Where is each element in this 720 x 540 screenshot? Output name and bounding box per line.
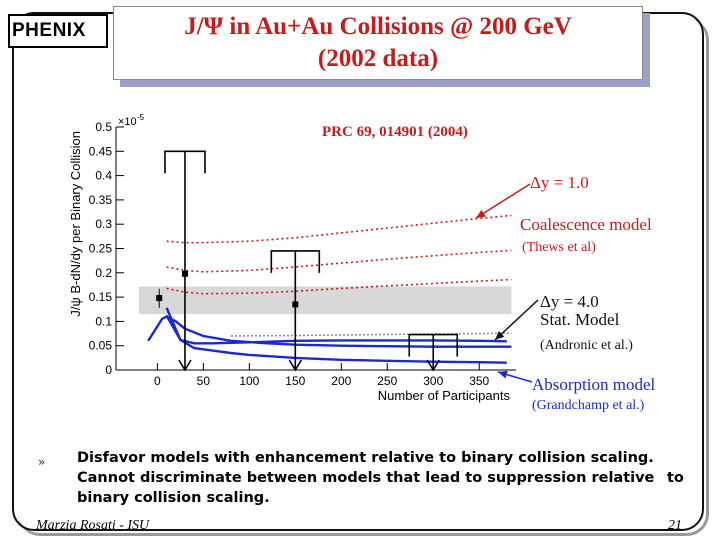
logo-border	[8, 14, 108, 48]
footer-author: Marzia Rosati - ISU	[36, 518, 150, 533]
data-bracket-1	[270, 250, 321, 273]
x-tick-label-7: 350	[469, 374, 489, 388]
y-tick-label-7: 0.35	[89, 193, 113, 207]
annotation-arrowhead-4	[495, 330, 505, 340]
annotation-arrow-1	[475, 183, 531, 219]
title-line-2: (2002 data)	[317, 45, 439, 72]
bullet-line-3: binary collision scaling.	[77, 490, 270, 506]
model-curve-blue-thick-4	[165, 307, 507, 345]
slide-frame-shadow	[18, 18, 709, 536]
model-curve-red-dotted-2	[166, 278, 512, 295]
annotation-arrowhead-1	[476, 209, 486, 218]
annotation-5: Stat. Model	[540, 310, 620, 329]
annotation-8: (Grandchamp et al.)	[532, 398, 645, 413]
y-tick-label-10: 0.5	[95, 120, 112, 134]
x-tick-label-6: 300	[423, 374, 443, 388]
data-marker-0	[181, 270, 188, 277]
annotation-0: PRC 69, 014901 (2004)	[322, 124, 468, 140]
x-tick-label-4: 200	[331, 374, 351, 388]
x-tick-label-0: 0	[154, 374, 161, 388]
phenix-logo: PHENIX	[8, 14, 108, 48]
annotation-arrows	[475, 183, 539, 383]
model-curve-gray-dotted-3	[230, 332, 512, 337]
annotation-4: Δy = 4.0	[540, 292, 599, 311]
annotation-3: (Thews et al)	[522, 240, 596, 255]
bullet-line-2-text: Cannot discriminate between models that …	[77, 470, 655, 486]
y-scale-exponent: -5	[137, 113, 145, 122]
footer-page-number: 21	[668, 518, 682, 533]
plot-layer	[138, 150, 512, 372]
y-tick-label-3: 0.15	[89, 290, 113, 304]
y-tick-label-4: 0.2	[95, 266, 112, 280]
y-tick-label-0: 0	[105, 363, 112, 377]
pp-reference-band	[138, 286, 512, 315]
pp-marker	[156, 295, 163, 302]
y-tick-label-2: 0.1	[95, 314, 112, 328]
title-line-1: J/Ψ in Au+Au Collisions @ 200 GeV	[184, 13, 572, 40]
x-tick-label-1: 50	[197, 374, 211, 388]
data-marker-1	[292, 301, 299, 308]
y-axis-label: J/ψ B-dN/dy per Binary Collision	[68, 131, 83, 317]
y-tick-label-6: 0.3	[95, 217, 112, 231]
x-axis-label: Number of Participants	[378, 388, 511, 403]
y-tick-label-8: 0.4	[95, 169, 112, 183]
x-tick-label-2: 100	[239, 374, 259, 388]
data-bracket-0	[164, 150, 206, 174]
bullet-text: Disfavor models with enhancement relativ…	[77, 448, 699, 508]
model-curve-blue-thick-5	[165, 315, 507, 364]
y-scale-label: ×10	[118, 116, 137, 128]
x-tick-label-3: 150	[285, 374, 305, 388]
annotation-arrowhead-7	[498, 370, 508, 379]
annotation-1: Δy = 1.0	[530, 173, 589, 192]
annotation-6: (Andronic et al.)	[540, 338, 633, 353]
logo-text: PHENIX	[12, 20, 86, 41]
annotation-2: Coalescence model	[520, 215, 652, 234]
bullet-icon: »	[38, 455, 46, 469]
model-curve-red-dotted-1	[166, 249, 512, 273]
annotation-7: Absorption model	[532, 375, 656, 394]
y-tick-label-5: 0.25	[89, 242, 113, 256]
bullet-line-2: Cannot discriminate between models that …	[77, 468, 699, 488]
x-tick-label-5: 250	[377, 374, 397, 388]
data-bracket-2	[408, 333, 459, 357]
axis-layer: 0 50 100 150 200 250 300 350 0 0.05 0.1 0.15 0.2 0.25…	[68, 113, 516, 403]
title-box: J/Ψ in Au+Au Collisions @ 200 GeV (2002 …	[113, 6, 643, 80]
y-tick-label-9: 0.45	[89, 144, 113, 158]
annotation-arrow-4	[494, 299, 539, 341]
model-curve-red-dotted-0	[166, 214, 512, 244]
bullet-trailing-word: to	[667, 470, 684, 486]
y-tick-label-1: 0.05	[89, 339, 113, 353]
bullet-line-1: Disfavor models with enhancement relativ…	[77, 450, 654, 466]
model-curve-blue-thick-6	[147, 315, 512, 348]
